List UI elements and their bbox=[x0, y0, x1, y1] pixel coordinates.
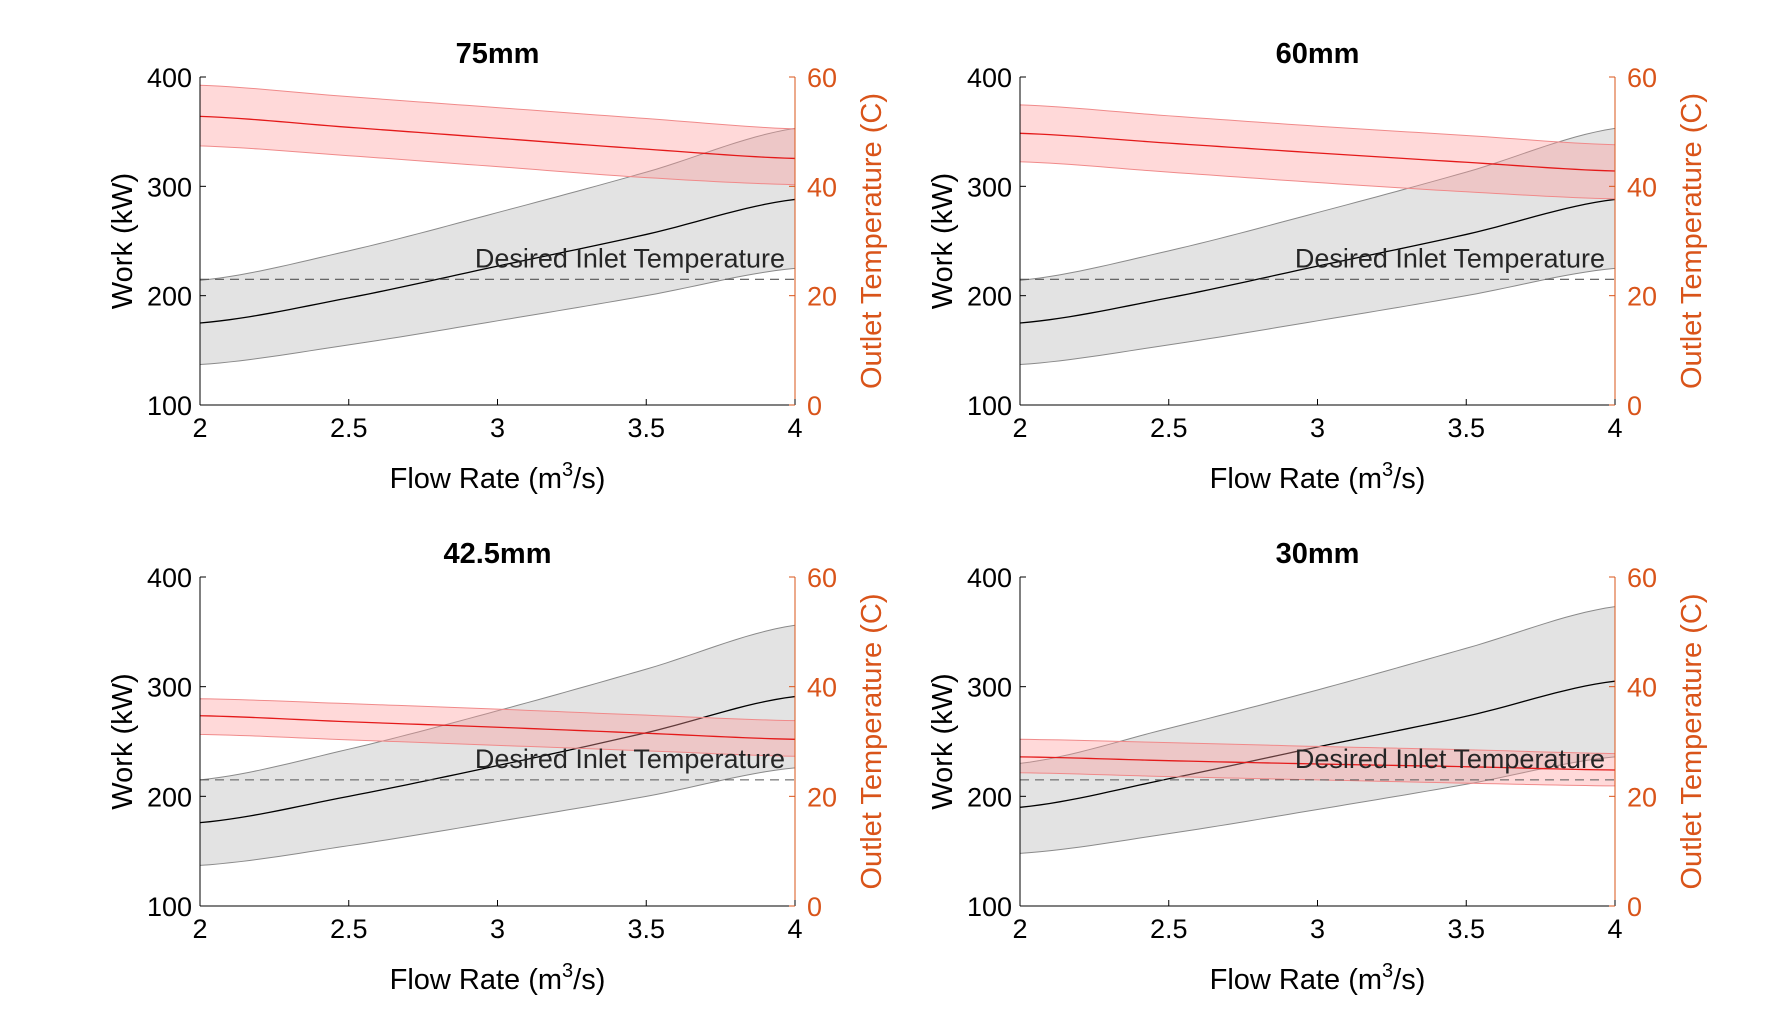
x-tick-label: 2 bbox=[192, 914, 207, 944]
y2-tick-label: 0 bbox=[807, 892, 822, 922]
x-axis-label: Flow Rate (m3/s) bbox=[390, 960, 606, 996]
work-line bbox=[1020, 198, 1615, 324]
y-tick-label: 100 bbox=[967, 391, 1012, 421]
y-tick-label: 200 bbox=[147, 282, 192, 312]
work-line bbox=[200, 198, 795, 324]
temperature-line bbox=[1020, 132, 1615, 172]
x-axis-label: Flow Rate (m3/s) bbox=[1210, 459, 1426, 495]
x-axis-label: Flow Rate (m3/s) bbox=[390, 459, 606, 495]
y-tick-label: 300 bbox=[147, 172, 192, 202]
y-tick-label: 400 bbox=[147, 63, 192, 93]
x-tick-label: 3.5 bbox=[627, 413, 665, 443]
y-tick-label: 200 bbox=[967, 282, 1012, 312]
chart-title: 60mm bbox=[1276, 38, 1360, 70]
x-tick-label: 2.5 bbox=[1150, 914, 1188, 944]
y2-tick-label: 40 bbox=[1627, 172, 1657, 202]
x-tick-label: 2 bbox=[1012, 413, 1027, 443]
x-tick-label: 2 bbox=[192, 413, 207, 443]
temperature-uncertainty-band bbox=[1020, 104, 1615, 200]
temperature-uncertainty-band bbox=[1020, 738, 1615, 787]
y-tick-label: 400 bbox=[967, 563, 1012, 593]
y2-tick-label: 0 bbox=[807, 391, 822, 421]
y2-tick-label: 60 bbox=[1627, 563, 1657, 593]
work-uncertainty-band bbox=[200, 127, 795, 366]
y-tick-label: 300 bbox=[147, 673, 192, 703]
y2-tick-label: 40 bbox=[807, 673, 837, 703]
chart-title: 30mm bbox=[1276, 538, 1360, 570]
y-tick-label: 400 bbox=[147, 563, 192, 593]
chart-title: 75mm bbox=[456, 38, 540, 70]
x-tick-label: 3.5 bbox=[1447, 413, 1485, 443]
annotation-label: Desired Inlet Temperature bbox=[1295, 243, 1605, 273]
y-tick-label: 400 bbox=[967, 63, 1012, 93]
annotation-label: Desired Inlet Temperature bbox=[1295, 744, 1605, 774]
y2-tick-label: 20 bbox=[807, 782, 837, 812]
plot-area bbox=[200, 84, 795, 366]
x-tick-label: 2.5 bbox=[1150, 413, 1188, 443]
y2-axis-label: Outlet Temperature (C) bbox=[856, 93, 888, 389]
y-tick-label: 200 bbox=[967, 782, 1012, 812]
x-tick-label: 4 bbox=[1607, 413, 1622, 443]
y2-axis-label: Outlet Temperature (C) bbox=[1676, 93, 1708, 389]
x-tick-label: 2 bbox=[1012, 914, 1027, 944]
y-tick-label: 100 bbox=[147, 391, 192, 421]
plot-area bbox=[1020, 606, 1615, 854]
annotation-label: Desired Inlet Temperature bbox=[475, 243, 785, 273]
x-tick-label: 2.5 bbox=[330, 413, 368, 443]
x-tick-label: 3 bbox=[490, 413, 505, 443]
x-tick-label: 4 bbox=[787, 914, 802, 944]
y2-tick-label: 40 bbox=[1627, 673, 1657, 703]
y-axis-label: Work (kW) bbox=[107, 173, 139, 309]
y-tick-label: 300 bbox=[967, 172, 1012, 202]
y-tick-label: 100 bbox=[967, 892, 1012, 922]
x-tick-label: 3 bbox=[1310, 413, 1325, 443]
x-tick-label: 3.5 bbox=[1447, 914, 1485, 944]
temperature-line bbox=[200, 115, 795, 160]
x-tick-label: 2.5 bbox=[330, 914, 368, 944]
y2-tick-label: 20 bbox=[807, 282, 837, 312]
annotation-label: Desired Inlet Temperature bbox=[475, 744, 785, 774]
work-line bbox=[200, 695, 795, 824]
y2-axis-label: Outlet Temperature (C) bbox=[856, 593, 888, 889]
y-tick-label: 300 bbox=[967, 673, 1012, 703]
temperature-line bbox=[200, 715, 795, 740]
y2-tick-label: 60 bbox=[807, 563, 837, 593]
x-axis-label: Flow Rate (m3/s) bbox=[1210, 960, 1426, 996]
y-axis-label: Work (kW) bbox=[927, 673, 959, 809]
x-tick-label: 4 bbox=[1607, 914, 1622, 944]
y2-tick-label: 0 bbox=[1627, 892, 1642, 922]
y2-tick-label: 0 bbox=[1627, 391, 1642, 421]
y-tick-label: 200 bbox=[147, 782, 192, 812]
plot-area bbox=[1020, 104, 1615, 366]
x-tick-label: 3 bbox=[1310, 914, 1325, 944]
work-line bbox=[1020, 680, 1615, 808]
x-tick-label: 4 bbox=[787, 413, 802, 443]
plot-area bbox=[200, 624, 795, 866]
y2-tick-label: 20 bbox=[1627, 282, 1657, 312]
x-tick-label: 3 bbox=[490, 914, 505, 944]
temperature-uncertainty-band bbox=[200, 84, 795, 186]
work-uncertainty-band bbox=[1020, 127, 1615, 366]
y-axis-label: Work (kW) bbox=[927, 173, 959, 309]
chart-title: 42.5mm bbox=[443, 538, 551, 570]
work-uncertainty-band bbox=[1020, 606, 1615, 854]
temperature-line bbox=[1020, 756, 1615, 771]
y2-tick-label: 40 bbox=[807, 172, 837, 202]
y-axis-label: Work (kW) bbox=[107, 673, 139, 809]
x-tick-label: 3.5 bbox=[627, 914, 665, 944]
y-tick-label: 100 bbox=[147, 892, 192, 922]
y2-axis-label: Outlet Temperature (C) bbox=[1676, 593, 1708, 889]
y2-tick-label: 60 bbox=[807, 63, 837, 93]
y2-tick-label: 60 bbox=[1627, 63, 1657, 93]
y2-tick-label: 20 bbox=[1627, 782, 1657, 812]
